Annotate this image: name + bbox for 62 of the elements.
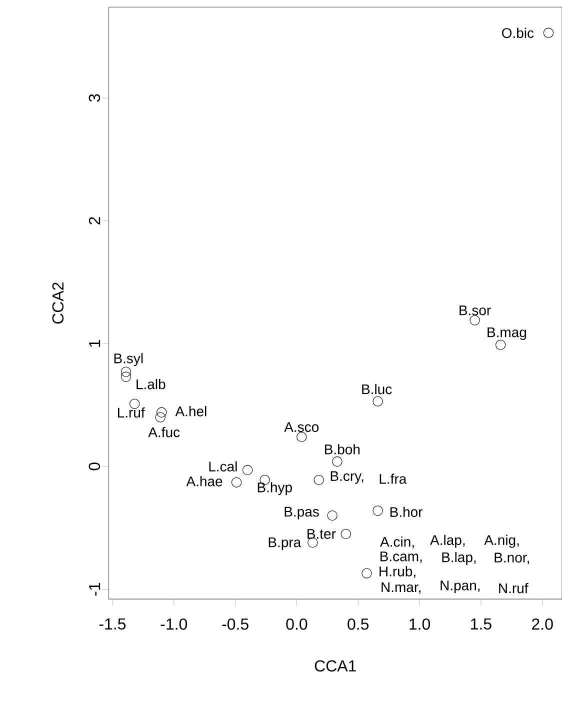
annotation: A.hae (186, 476, 222, 486)
x-tick-label: 0.5 (348, 618, 369, 630)
annotation: B.boh (325, 444, 360, 454)
y-tick-label: 0 (88, 462, 100, 470)
point (314, 474, 324, 485)
point (327, 510, 338, 521)
point (120, 372, 132, 382)
annotation: B.mag (488, 328, 526, 340)
point (155, 412, 166, 422)
point (340, 528, 351, 540)
x-tick-label: 1.0 (410, 618, 430, 630)
annotation: A.lap, (430, 534, 465, 548)
annotation: L.cal (209, 461, 237, 472)
annotation: B.pra (268, 538, 302, 550)
annotation: H.rub, (380, 566, 416, 578)
x-axis-title: CCA1 (314, 660, 356, 672)
annotation: N.ruf (499, 582, 528, 594)
point (156, 407, 167, 418)
point (372, 506, 383, 516)
y-tick-label: 2 (88, 217, 100, 224)
annotation: O.bic (502, 28, 534, 38)
y-axis-title: CCA2 (52, 282, 64, 324)
annotation: B.sor (460, 306, 491, 316)
y-tick-label: -1 (89, 582, 100, 596)
annotation: N.mar, (382, 582, 420, 594)
point (372, 396, 383, 406)
point (296, 432, 307, 442)
x-tick-label: 0.0 (286, 618, 308, 630)
annotation: A.hel (175, 406, 206, 416)
point (332, 456, 342, 467)
annotation: B.nor, (494, 552, 529, 564)
annotation: B.ter (308, 529, 336, 539)
point (242, 465, 253, 476)
x-tick-label: -1.0 (160, 618, 188, 630)
x-tick-label: -0.5 (222, 618, 248, 630)
point (543, 28, 554, 38)
annotation: B.cry, (330, 471, 364, 484)
x-tick-label: 2.0 (532, 618, 553, 630)
point (496, 340, 506, 350)
annotation: B.hor (390, 506, 423, 517)
annotation: B.pas (284, 506, 319, 520)
point (231, 477, 242, 488)
annotation: A.sco (284, 422, 319, 432)
annotation: L.alb (136, 378, 166, 390)
point (362, 568, 372, 578)
annotation: B.cam, (380, 552, 422, 563)
x-tick-label: -1.5 (99, 618, 126, 630)
annotation: B.hyp (258, 482, 292, 496)
annotation: A.fuc (148, 426, 180, 438)
annotation: B.syl (114, 353, 143, 366)
x-tick-label: 1.5 (471, 618, 492, 630)
annotation: N.pan, (440, 580, 480, 594)
point (470, 315, 480, 326)
annotation: A.cin, (380, 536, 414, 548)
annotation: L.fra (380, 474, 407, 484)
annotation: B.luc (362, 384, 392, 394)
annotation: A.nig, (484, 534, 519, 548)
annotation: B.lap, (442, 552, 476, 565)
y-tick-label: 3 (88, 94, 100, 102)
annotation: L.ruf (118, 407, 145, 418)
y-tick-label: 1 (89, 340, 100, 347)
point (120, 366, 132, 377)
